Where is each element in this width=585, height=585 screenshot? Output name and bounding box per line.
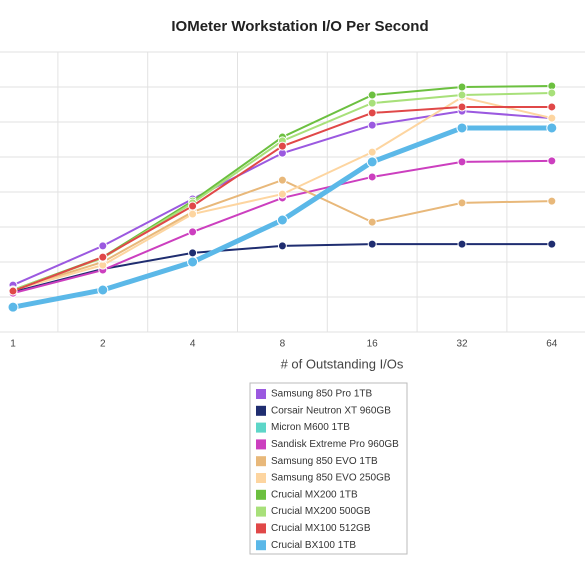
data-point xyxy=(367,172,377,182)
data-point xyxy=(457,102,467,112)
data-point xyxy=(547,113,557,123)
legend-swatch xyxy=(256,523,266,534)
chart-title: IOMeter Workstation I/O Per Second xyxy=(171,18,428,35)
data-point xyxy=(547,239,557,249)
series-line xyxy=(12,84,552,291)
data-point xyxy=(188,227,198,237)
legend-label: Samsung 850 EVO 1TB xyxy=(271,456,378,467)
legend-label: Crucial BX100 1TB xyxy=(271,540,356,551)
legend-swatch xyxy=(256,506,266,517)
data-point xyxy=(188,209,198,219)
legend-label: Crucial MX200 500GB xyxy=(271,506,371,517)
data-point xyxy=(457,198,467,208)
legend-swatch xyxy=(256,456,266,467)
legend-swatch xyxy=(256,489,266,500)
data-point xyxy=(367,147,377,157)
data-point xyxy=(277,241,287,251)
x-axis-label: # of Outstanding I/Os xyxy=(281,356,404,371)
x-tick-label: 64 xyxy=(546,339,558,350)
legend-label: Corsair Neutron XT 960GB xyxy=(271,405,391,416)
data-point xyxy=(187,256,199,268)
data-point xyxy=(547,156,557,166)
data-point xyxy=(547,102,557,112)
data-point xyxy=(457,157,467,167)
legend-swatch xyxy=(256,439,266,450)
data-point xyxy=(547,196,557,206)
data-point xyxy=(547,88,557,98)
legend-swatch xyxy=(256,389,266,399)
x-tick-label: 32 xyxy=(456,339,468,350)
x-tick-label: 1 xyxy=(10,339,16,350)
data-point xyxy=(188,248,198,258)
x-tick-label: 2 xyxy=(100,339,106,350)
legend-swatch xyxy=(256,405,266,416)
legend-box xyxy=(249,382,408,555)
legend-label: Crucial MX200 1TB xyxy=(271,489,358,500)
data-point xyxy=(98,252,108,262)
data-point xyxy=(7,301,19,313)
data-point xyxy=(367,239,377,249)
data-point xyxy=(367,108,377,118)
data-point xyxy=(97,284,109,296)
data-point xyxy=(367,90,377,100)
data-point xyxy=(457,82,467,92)
data-point xyxy=(367,120,377,130)
legend-swatch xyxy=(256,422,266,433)
legend-label: Micron M600 1TB xyxy=(271,422,350,433)
data-point xyxy=(8,286,18,296)
legend-label: Samsung 850 Pro 1TB xyxy=(271,389,372,400)
x-tick-label: 4 xyxy=(190,339,196,350)
data-point xyxy=(457,90,467,100)
data-point xyxy=(546,122,558,134)
legend-label: Sandisk Extreme Pro 960GB xyxy=(271,439,399,450)
data-point xyxy=(277,189,287,199)
x-tick-label: 8 xyxy=(280,339,286,350)
data-point xyxy=(456,122,468,134)
data-point xyxy=(277,175,287,185)
data-point xyxy=(188,201,198,211)
data-point xyxy=(366,156,378,168)
data-point xyxy=(457,239,467,249)
data-point xyxy=(276,214,288,226)
data-point xyxy=(367,98,377,108)
legend-label: Crucial MX100 512GB xyxy=(271,523,371,534)
x-tick-label: 16 xyxy=(367,339,379,350)
data-point xyxy=(277,141,287,151)
legend-label: Samsung 850 EVO 250GB xyxy=(271,473,391,484)
data-point xyxy=(367,217,377,227)
data-point xyxy=(98,241,108,251)
legend-swatch xyxy=(256,540,266,551)
legend-swatch xyxy=(256,473,266,483)
